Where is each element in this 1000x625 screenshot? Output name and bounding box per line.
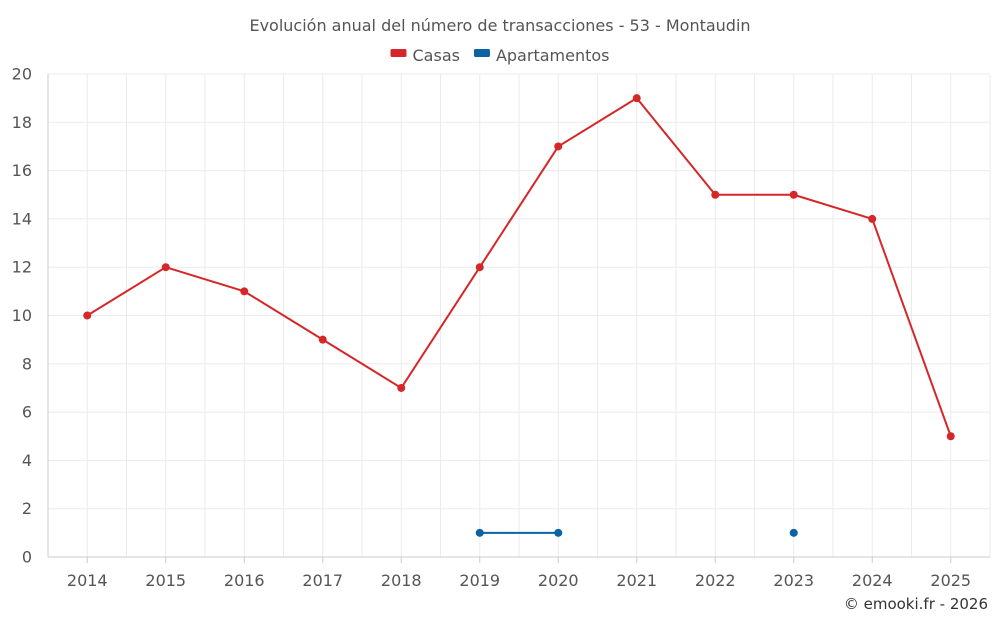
series-layer [83, 94, 955, 537]
data-point[interactable] [475, 528, 484, 537]
x-tick-label: 2018 [381, 571, 422, 590]
y-tick-label: 20 [12, 65, 32, 84]
legend-swatch [473, 49, 490, 57]
legend-label: Casas [413, 46, 460, 65]
data-point[interactable] [946, 432, 955, 441]
x-tick-label: 2020 [538, 571, 579, 590]
series-apartamentos [475, 528, 798, 537]
y-axis-ticks: 0 2 4 6 8 10 12 14 16 18 20 [12, 65, 32, 567]
legend-swatch [390, 49, 407, 57]
axes [47, 74, 990, 558]
series-casas [83, 94, 955, 441]
data-point[interactable] [554, 528, 563, 537]
data-point[interactable] [554, 142, 563, 151]
y-tick-label: 4 [22, 451, 32, 470]
data-point[interactable] [789, 190, 798, 199]
y-tick-label: 10 [12, 306, 32, 325]
y-tick-label: 14 [12, 209, 32, 228]
x-tick-label: 2016 [224, 571, 265, 590]
x-tick-label: 2017 [302, 571, 343, 590]
x-tick-label: 2021 [616, 571, 657, 590]
y-tick-label: 16 [12, 161, 32, 180]
y-tick-label: 18 [12, 113, 32, 132]
data-point[interactable] [240, 287, 249, 296]
legend-item-casas[interactable]: Casas [390, 46, 460, 65]
data-point[interactable] [161, 263, 170, 272]
data-point[interactable] [711, 190, 720, 199]
data-point[interactable] [632, 94, 641, 103]
x-tick-label: 2022 [695, 571, 736, 590]
y-tick-label: 0 [22, 548, 32, 567]
data-point[interactable] [868, 214, 877, 223]
data-point[interactable] [789, 528, 798, 537]
y-tick-label: 6 [22, 403, 32, 422]
series-line [86, 97, 952, 437]
x-tick-label: 2019 [459, 571, 500, 590]
legend-item-apartamentos[interactable]: Apartamentos [473, 46, 610, 65]
x-tick-label: 2014 [67, 571, 108, 590]
y-tick-label: 8 [22, 354, 32, 373]
x-tick-label: 2025 [930, 571, 971, 590]
data-point[interactable] [83, 311, 92, 320]
credit-text: © emooki.fr - 2026 [844, 595, 988, 613]
x-tick-label: 2015 [145, 571, 186, 590]
y-tick-label: 12 [12, 258, 32, 277]
legend-label: Apartamentos [496, 46, 610, 65]
data-point[interactable] [318, 335, 327, 344]
legend: Casas Apartamentos [390, 46, 610, 65]
chart-title: Evolución anual del número de transaccio… [249, 16, 750, 35]
data-point[interactable] [475, 263, 484, 272]
x-axis-ticks: 2014 2015 2016 2017 2018 2019 2020 2021 2022 2023… [67, 557, 971, 590]
y-tick-label: 2 [22, 499, 32, 518]
x-tick-label: 2023 [773, 571, 814, 590]
x-tick-label: 2024 [852, 571, 893, 590]
data-point[interactable] [397, 383, 406, 392]
